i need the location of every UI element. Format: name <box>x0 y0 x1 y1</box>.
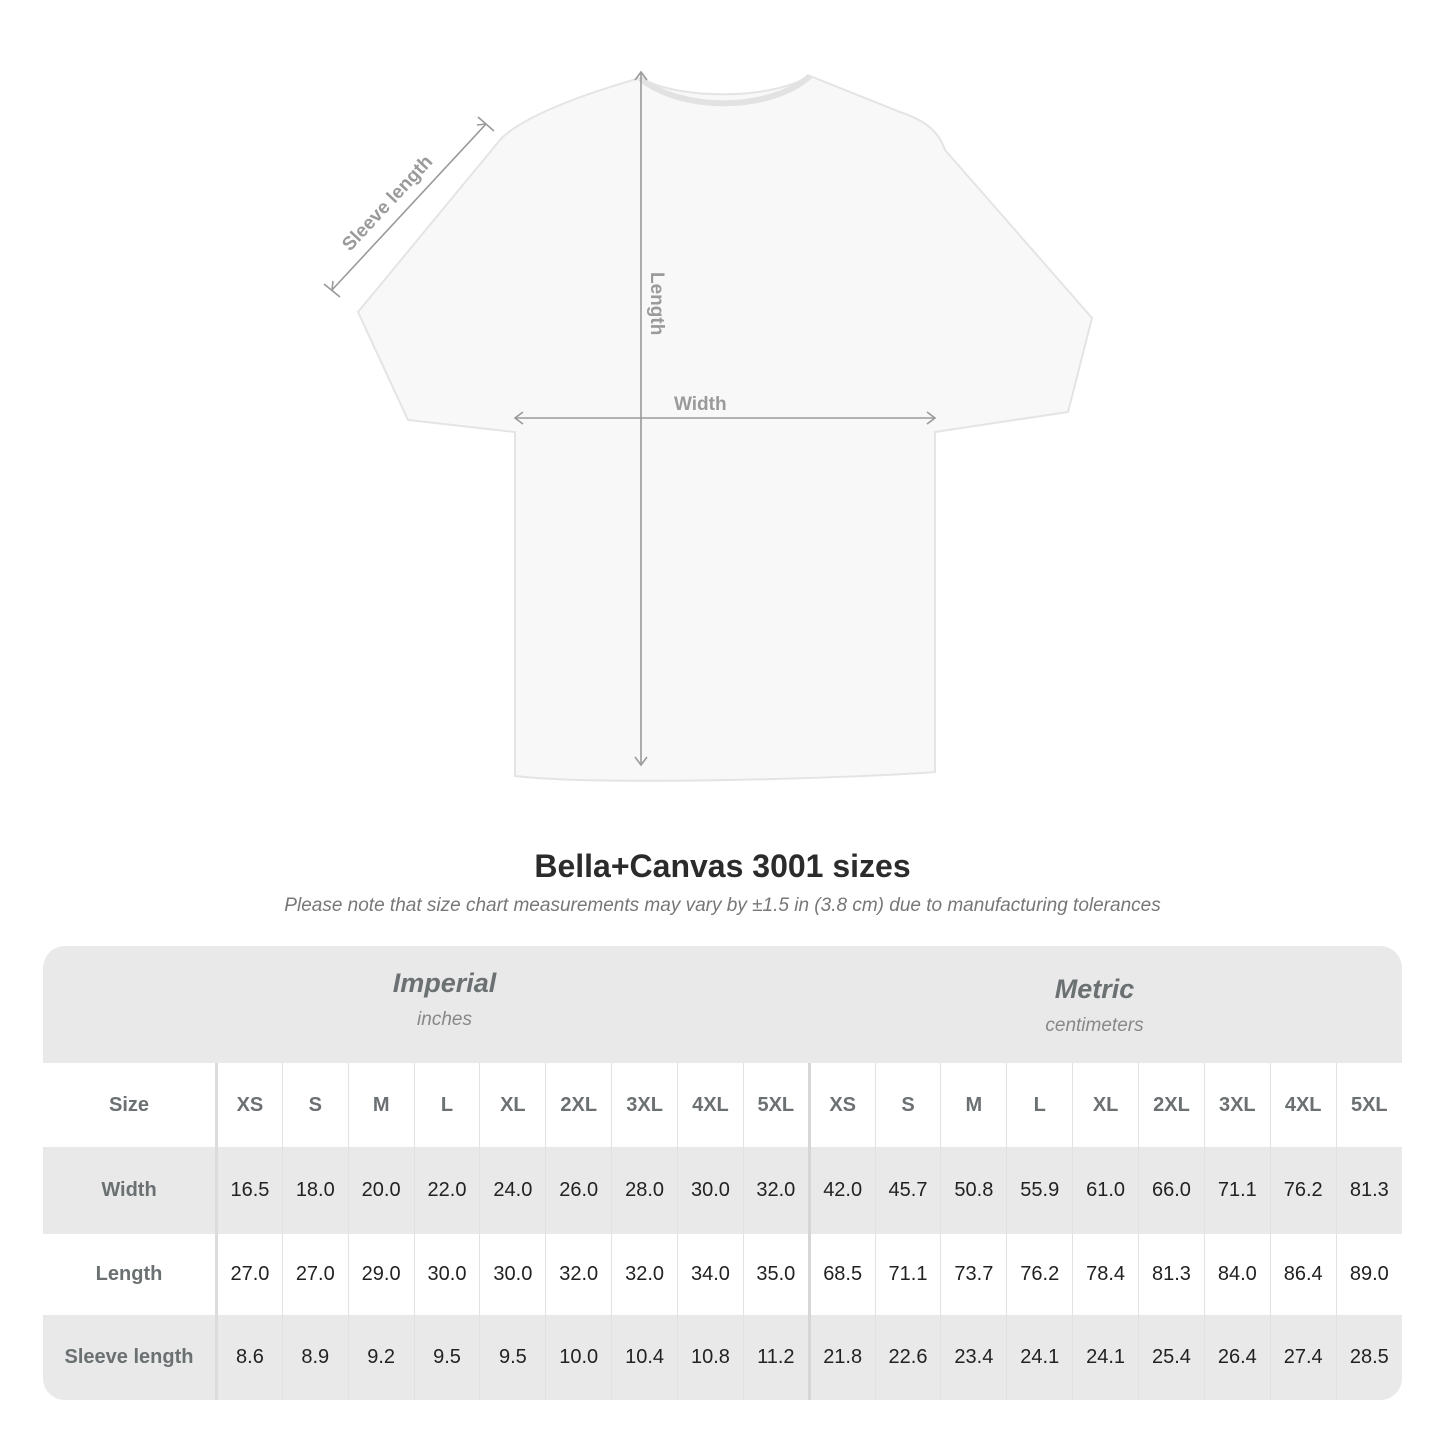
size-metric-s: S <box>874 1063 941 1147</box>
size-metric-5xl: 5XL <box>1335 1063 1402 1147</box>
imperial-value-cell: 24.0 <box>479 1147 546 1234</box>
imperial-value-cell: 32.0 <box>742 1147 810 1234</box>
metric-value-cell: 81.3 <box>1335 1147 1402 1234</box>
size-imperial-m: M <box>347 1063 415 1147</box>
page-title: Bella+Canvas 3001 sizes <box>534 848 911 884</box>
size-header-row: Size XS S M L XL 2XL 3XL 4XL 5XL XS S M L XL 2XL 3XL 4XL 5… <box>43 1063 1402 1147</box>
metric-value-cell: 71.1 <box>1203 1147 1271 1234</box>
imperial-value-cell: 27.0 <box>216 1234 283 1315</box>
metric-value-cell: 76.2 <box>1006 1234 1073 1315</box>
imperial-value-cell: 10.8 <box>677 1315 744 1400</box>
metric-value-cell: 76.2 <box>1269 1147 1337 1234</box>
imperial-value-cell: 10.0 <box>545 1315 612 1400</box>
size-imperial-4xl: 4XL <box>677 1063 744 1147</box>
metric-value-cell: 86.4 <box>1269 1234 1337 1315</box>
metric-value-cell: 21.8 <box>807 1315 876 1400</box>
table-row: Sleeve length 8.6 8.9 9.2 9.5 9.5 10.0 10.4 10.8… <box>43 1315 1402 1400</box>
imperial-value-cell: 8.9 <box>281 1315 349 1400</box>
imperial-value-cell: 27.0 <box>281 1234 349 1315</box>
metric-value-cell: 81.3 <box>1138 1234 1205 1315</box>
size-imperial-xl: XL <box>479 1063 546 1147</box>
imperial-value-cell: 18.0 <box>281 1147 349 1234</box>
size-table-card: Imperial inches Metric centimeters Size X… <box>43 946 1402 1400</box>
metric-title: Metric <box>1054 974 1135 1004</box>
metric-value-cell: 24.1 <box>1072 1315 1139 1400</box>
metric-value-cell: 84.0 <box>1203 1234 1271 1315</box>
metric-value-cell: 78.4 <box>1072 1234 1139 1315</box>
metric-unit: centimeters <box>1045 1015 1144 1036</box>
metric-value-cell: 24.1 <box>1006 1315 1073 1400</box>
size-metric-xl: XL <box>1072 1063 1139 1147</box>
size-imperial-s: S <box>281 1063 349 1147</box>
size-table: Size XS S M L XL 2XL 3XL 4XL 5XL XS S M L XL 2XL 3XL 4XL 5… <box>43 1063 1402 1400</box>
size-metric-3xl: 3XL <box>1203 1063 1271 1147</box>
sleeve-length-arrow <box>331 123 487 291</box>
size-header: Size <box>43 1063 218 1147</box>
imperial-value-cell: 30.0 <box>479 1234 546 1315</box>
metric-header: Metric centimeters <box>865 974 1324 1037</box>
size-imperial-xs: XS <box>216 1063 283 1147</box>
imperial-value-cell: 11.2 <box>742 1315 810 1400</box>
tshirt-diagram: Sleeve length Length Width <box>323 70 1094 782</box>
metric-value-cell: 45.7 <box>874 1147 941 1234</box>
imperial-value-cell: 20.0 <box>347 1147 415 1234</box>
tolerance-note: Please note that size chart measurements… <box>284 895 1161 916</box>
metric-value-cell: 25.4 <box>1138 1315 1205 1400</box>
imperial-unit: inches <box>417 1009 472 1030</box>
metric-value-cell: 26.4 <box>1203 1315 1271 1400</box>
metric-value-cell: 50.8 <box>940 1147 1007 1234</box>
metric-value-cell: 27.4 <box>1269 1315 1337 1400</box>
imperial-value-cell: 9.5 <box>479 1315 546 1400</box>
imperial-header: Imperial inches <box>215 968 674 1031</box>
length-label: Length <box>646 272 667 335</box>
table-row: Length 27.0 27.0 29.0 30.0 30.0 32.0 32.0 34.0 35… <box>43 1234 1402 1315</box>
imperial-title: Imperial <box>392 968 497 998</box>
imperial-value-cell: 32.0 <box>545 1234 612 1315</box>
size-metric-m: M <box>940 1063 1007 1147</box>
imperial-value-cell: 9.2 <box>347 1315 415 1400</box>
row-label: Length <box>43 1234 218 1315</box>
metric-value-cell: 61.0 <box>1072 1147 1139 1234</box>
metric-value-cell: 71.1 <box>874 1234 941 1315</box>
metric-value-cell: 22.6 <box>874 1315 941 1400</box>
imperial-value-cell: 35.0 <box>742 1234 810 1315</box>
metric-value-cell: 23.4 <box>940 1315 1007 1400</box>
imperial-value-cell: 16.5 <box>216 1147 283 1234</box>
tshirt-collar <box>638 73 813 107</box>
table-row: Width 16.5 18.0 20.0 22.0 24.0 26.0 28.0 30.0 32.… <box>43 1147 1402 1234</box>
size-imperial-5xl: 5XL <box>742 1063 810 1147</box>
tshirt-shape <box>356 74 1094 782</box>
imperial-value-cell: 10.4 <box>611 1315 678 1400</box>
size-metric-2xl: 2XL <box>1138 1063 1205 1147</box>
metric-value-cell: 73.7 <box>940 1234 1007 1315</box>
size-metric-4xl: 4XL <box>1269 1063 1337 1147</box>
imperial-value-cell: 29.0 <box>347 1234 415 1315</box>
imperial-value-cell: 8.6 <box>216 1315 283 1400</box>
row-label: Width <box>43 1147 218 1234</box>
imperial-value-cell: 30.0 <box>677 1147 744 1234</box>
imperial-value-cell: 32.0 <box>611 1234 678 1315</box>
metric-value-cell: 89.0 <box>1335 1234 1402 1315</box>
imperial-value-cell: 26.0 <box>545 1147 612 1234</box>
size-metric-l: L <box>1006 1063 1073 1147</box>
metric-value-cell: 68.5 <box>807 1234 876 1315</box>
width-label: Width <box>674 394 727 415</box>
imperial-value-cell: 34.0 <box>677 1234 744 1315</box>
imperial-value-cell: 9.5 <box>413 1315 480 1400</box>
metric-value-cell: 42.0 <box>807 1147 876 1234</box>
imperial-value-cell: 30.0 <box>413 1234 480 1315</box>
row-label: Sleeve length <box>43 1315 218 1400</box>
imperial-value-cell: 22.0 <box>413 1147 480 1234</box>
metric-value-cell: 55.9 <box>1006 1147 1073 1234</box>
metric-value-cell: 28.5 <box>1335 1315 1402 1400</box>
size-imperial-3xl: 3XL <box>611 1063 678 1147</box>
imperial-value-cell: 28.0 <box>611 1147 678 1234</box>
size-metric-xs: XS <box>807 1063 876 1147</box>
size-imperial-l: L <box>413 1063 480 1147</box>
size-imperial-2xl: 2XL <box>545 1063 612 1147</box>
metric-value-cell: 66.0 <box>1138 1147 1205 1234</box>
